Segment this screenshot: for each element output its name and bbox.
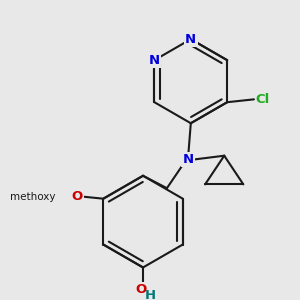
Text: methoxy: methoxy <box>10 192 56 202</box>
Text: Cl: Cl <box>256 93 270 106</box>
Text: O: O <box>136 283 147 296</box>
Text: N: N <box>182 153 194 166</box>
Text: N: N <box>149 54 160 67</box>
Text: O: O <box>71 190 82 203</box>
Text: N: N <box>185 33 196 46</box>
Text: H: H <box>145 289 156 300</box>
